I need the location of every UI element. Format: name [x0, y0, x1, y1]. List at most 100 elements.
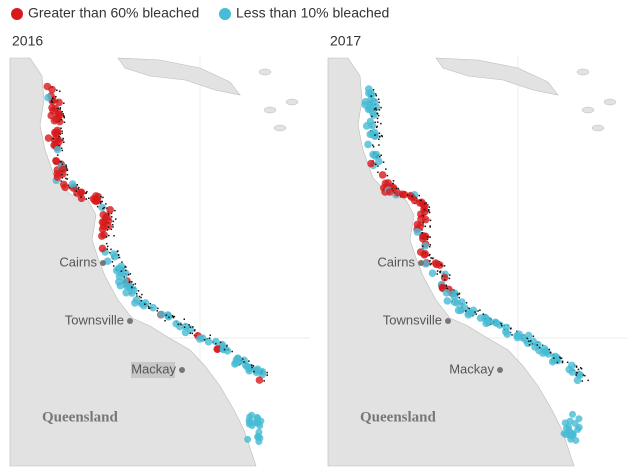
reef [373, 108, 376, 111]
reef-survey [44, 134, 53, 142]
reef [125, 266, 127, 268]
reef-survey [568, 361, 576, 370]
reef [458, 292, 461, 295]
reef [52, 138, 55, 140]
island [285, 98, 299, 106]
reef-survey [223, 346, 232, 355]
reef [114, 209, 116, 212]
reef-survey [121, 277, 129, 286]
reef [183, 326, 186, 329]
reef [528, 340, 530, 343]
city-marker [418, 260, 424, 266]
reef [99, 202, 102, 205]
reef-survey [442, 289, 451, 297]
reef [428, 210, 430, 212]
reef-survey [52, 115, 61, 123]
reef-survey [467, 309, 476, 318]
island [603, 98, 617, 106]
reef-survey [115, 278, 123, 286]
reef-survey [235, 357, 244, 365]
reef-survey [428, 269, 437, 278]
reef [538, 346, 541, 349]
reef [168, 316, 170, 319]
reef [440, 264, 442, 266]
reef [372, 145, 375, 148]
reef-survey [140, 301, 148, 310]
reef [475, 313, 478, 315]
reef-survey [97, 232, 106, 240]
reef-survey [416, 199, 424, 207]
reef [58, 145, 60, 147]
reef [577, 368, 580, 371]
reef [526, 337, 528, 340]
reef [448, 277, 451, 280]
reef [66, 168, 68, 170]
reef-survey [418, 234, 427, 243]
reef-survey [245, 420, 253, 428]
reef [559, 357, 562, 359]
reef [66, 178, 69, 180]
reef [135, 293, 138, 295]
reef [110, 212, 113, 215]
map-panel: 2016 Cairns Townsville Mackay Queensland [9, 33, 310, 467]
reef [429, 263, 432, 266]
reef [63, 141, 65, 144]
reef [58, 135, 60, 138]
reef-survey [569, 410, 577, 418]
reef [96, 205, 99, 208]
reef [428, 208, 430, 211]
reef-survey [432, 260, 441, 269]
reef [56, 154, 59, 156]
city-label: Mackay [131, 361, 176, 376]
reef [406, 194, 409, 196]
region-label: Queensland [42, 409, 119, 425]
reef [431, 257, 434, 260]
reef [172, 316, 175, 319]
reef [165, 314, 168, 316]
reef-survey [53, 173, 62, 181]
reef [376, 112, 379, 115]
reef [78, 186, 80, 189]
reef [127, 273, 130, 276]
reef [385, 168, 387, 170]
reef [75, 190, 78, 192]
reef [541, 344, 544, 347]
reef [177, 323, 180, 326]
reef-survey [562, 431, 570, 439]
reef [536, 344, 539, 346]
reef [50, 99, 53, 101]
reef-survey [98, 203, 106, 212]
reef-survey [362, 122, 371, 130]
reef [62, 113, 64, 115]
reef [479, 309, 481, 311]
reef [376, 121, 379, 123]
legend: Greater than 60% bleached Less than 10% … [11, 5, 389, 21]
reef [85, 192, 87, 194]
reef [52, 97, 54, 100]
city-label: Cairns [377, 254, 415, 269]
label-highlight [131, 362, 175, 378]
reef [553, 357, 555, 359]
reef [61, 163, 64, 165]
reef [253, 370, 255, 373]
reef-survey [502, 323, 511, 332]
reef [430, 257, 432, 259]
reef [231, 350, 233, 353]
reef [60, 127, 62, 129]
reef [105, 203, 107, 205]
reef [375, 94, 378, 97]
reef [372, 89, 375, 91]
reef [136, 295, 138, 297]
city-marker [445, 318, 451, 324]
reef [131, 281, 133, 283]
reef [63, 114, 65, 117]
reef [180, 323, 182, 326]
reef [109, 251, 111, 254]
reef [105, 242, 108, 245]
reef [243, 361, 245, 363]
reef [436, 270, 439, 272]
reef-survey [244, 435, 252, 443]
reef [382, 161, 385, 163]
island [576, 68, 590, 76]
reef [580, 367, 583, 370]
